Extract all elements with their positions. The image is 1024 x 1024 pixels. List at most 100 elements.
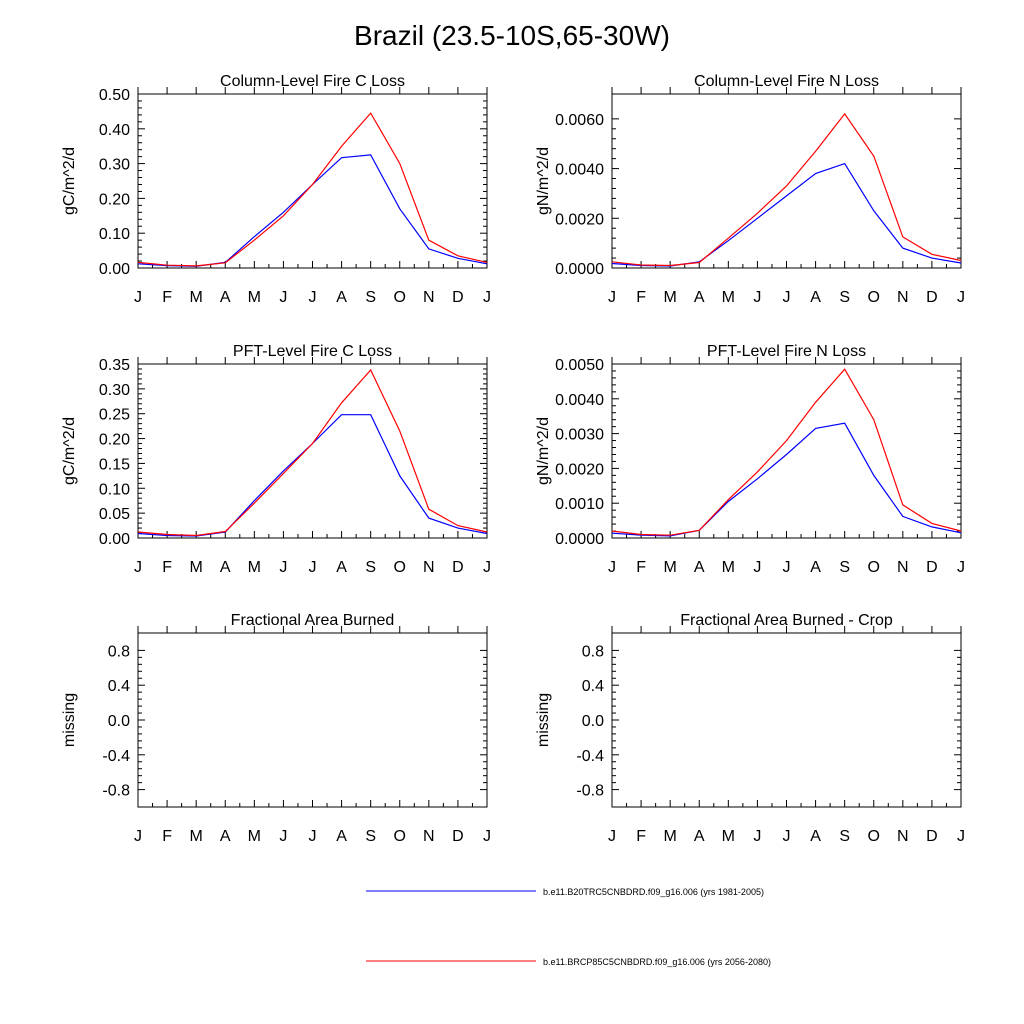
x-tick-label: A — [810, 289, 821, 306]
x-tick-label: J — [783, 828, 791, 845]
x-tick-label: A — [336, 289, 347, 306]
x-tick-label: S — [839, 559, 850, 576]
y-tick-label: -0.8 — [102, 783, 130, 800]
x-tick-label: M — [248, 289, 261, 306]
series-line-future — [611, 112, 962, 267]
y-tick-label: 0.50 — [99, 87, 130, 104]
x-tick-label: M — [664, 289, 677, 306]
y-tick-label: -0.4 — [576, 748, 604, 765]
y-tick-label: 0.30 — [99, 382, 130, 399]
y-tick-label: 0.4 — [108, 678, 130, 695]
chart-title: PFT-Level Fire N Loss — [707, 343, 866, 360]
y-tick-label: 0.0000 — [555, 261, 604, 278]
series-line-current — [137, 154, 488, 267]
x-tick-label: F — [636, 289, 646, 306]
y-tick-label: 0.8 — [582, 643, 604, 660]
x-tick-label: A — [336, 828, 347, 845]
x-tick-label: O — [868, 289, 880, 306]
y-tick-label: 0.0050 — [555, 357, 604, 374]
chart-title: PFT-Level Fire C Loss — [233, 343, 392, 360]
x-tick-label: J — [309, 559, 317, 576]
x-tick-label: M — [722, 289, 735, 306]
x-tick-label: A — [220, 828, 231, 845]
y-tick-label: 0.0030 — [555, 427, 604, 444]
x-tick-label: O — [394, 289, 406, 306]
y-tick-label: -0.8 — [576, 783, 604, 800]
y-tick-label: 0.0 — [582, 713, 604, 730]
x-tick-label: J — [608, 289, 616, 306]
x-tick-label: J — [134, 559, 142, 576]
x-tick-label: J — [753, 828, 761, 845]
series-line-future — [137, 112, 488, 267]
x-tick-label: M — [722, 828, 735, 845]
x-tick-label: N — [897, 289, 909, 306]
plot-frame — [611, 93, 962, 269]
x-tick-label: J — [309, 828, 317, 845]
x-tick-label: M — [664, 559, 677, 576]
x-tick-label: D — [926, 289, 938, 306]
y-tick-label: 0.0000 — [555, 531, 604, 548]
chart-title: Column-Level Fire N Loss — [694, 73, 879, 90]
y-tick-label: 0.30 — [99, 157, 130, 174]
x-tick-label: S — [839, 828, 850, 845]
x-tick-label: J — [957, 289, 965, 306]
y-tick-label: 0.0040 — [555, 162, 604, 179]
plot-frame — [137, 93, 488, 269]
x-tick-label: J — [134, 289, 142, 306]
x-tick-label: S — [365, 559, 376, 576]
y-tick-label: -0.4 — [102, 748, 130, 765]
x-tick-label: F — [636, 828, 646, 845]
x-tick-label: O — [868, 559, 880, 576]
x-tick-label: N — [423, 289, 435, 306]
x-tick-label: A — [220, 289, 231, 306]
y-axis-label: missing — [535, 693, 552, 747]
series-line-future — [137, 368, 488, 537]
x-tick-label: J — [783, 289, 791, 306]
y-tick-label: 0.20 — [99, 191, 130, 208]
x-tick-label: J — [608, 559, 616, 576]
x-tick-label: A — [220, 559, 231, 576]
x-tick-label: A — [694, 289, 705, 306]
x-tick-label: J — [753, 289, 761, 306]
x-tick-label: O — [868, 828, 880, 845]
x-tick-label: J — [608, 828, 616, 845]
x-tick-label: M — [190, 559, 203, 576]
x-tick-label: J — [957, 559, 965, 576]
legend-entry-1: b.e11.B20TRC5CNBDRD.f09_g16.006 (yrs 198… — [366, 887, 764, 897]
plot-frame — [137, 632, 488, 808]
x-tick-label: J — [309, 289, 317, 306]
x-tick-label: N — [897, 828, 909, 845]
x-tick-label: J — [783, 559, 791, 576]
x-tick-label: S — [365, 289, 376, 306]
x-tick-label: J — [483, 828, 491, 845]
x-tick-label: D — [452, 828, 464, 845]
x-tick-label: S — [839, 289, 850, 306]
x-tick-label: J — [279, 559, 287, 576]
x-tick-label: F — [636, 559, 646, 576]
y-axis-label: gN/m^2/d — [535, 147, 552, 215]
x-tick-label: D — [452, 559, 464, 576]
series-line-future — [611, 368, 962, 536]
x-tick-label: A — [694, 828, 705, 845]
y-tick-label: 0.20 — [99, 432, 130, 449]
x-tick-label: J — [483, 289, 491, 306]
x-tick-label: D — [452, 289, 464, 306]
chart-title: Column-Level Fire C Loss — [220, 73, 405, 90]
x-tick-label: J — [483, 559, 491, 576]
y-tick-label: 0.0020 — [555, 461, 604, 478]
y-axis-label: gC/m^2/d — [61, 147, 78, 215]
x-tick-label: M — [664, 828, 677, 845]
x-tick-label: F — [162, 559, 172, 576]
x-tick-label: N — [423, 559, 435, 576]
y-tick-label: 0.10 — [99, 226, 130, 243]
y-tick-label: 0.40 — [99, 122, 130, 139]
x-tick-label: F — [162, 828, 172, 845]
y-tick-label: 0.0020 — [555, 211, 604, 228]
series-line-current — [611, 162, 962, 267]
